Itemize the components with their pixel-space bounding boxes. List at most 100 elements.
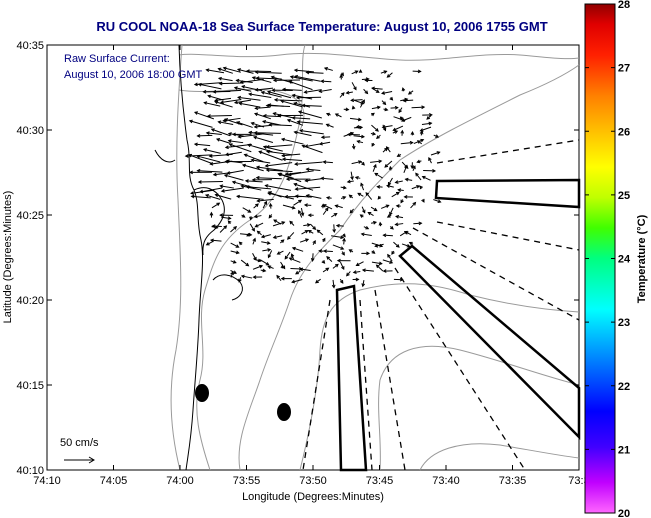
current-vector-head: [256, 230, 261, 235]
current-vector-head: [293, 182, 298, 187]
current-vector-head: [219, 184, 224, 189]
current-vector-head: [360, 182, 364, 187]
current-vector: [351, 82, 357, 90]
current-vector-head: [377, 195, 382, 200]
current-vector-head: [404, 164, 408, 169]
current-vector-head: [244, 179, 249, 183]
current-vector-head: [264, 163, 269, 168]
current-vector: [391, 192, 400, 198]
current-vector: [242, 164, 264, 172]
current-vector: [282, 88, 302, 91]
current-vector-head: [217, 67, 222, 72]
current-vector-head: [437, 199, 442, 204]
current-vector: [306, 168, 321, 171]
current-vector-head: [373, 207, 378, 212]
current-vector-head: [402, 98, 407, 103]
current-vector: [230, 226, 237, 233]
current-vector: [265, 185, 292, 191]
current-vector: [194, 143, 211, 147]
current-vector-head: [208, 154, 213, 158]
current-vector: [321, 177, 334, 180]
current-vector-head: [352, 270, 357, 274]
current-vector: [380, 204, 389, 209]
current-vector-head: [385, 204, 390, 209]
current-vector-head: [326, 256, 330, 260]
current-vector-head: [365, 226, 370, 230]
current-vector: [197, 155, 221, 163]
current-vector-head: [193, 111, 199, 115]
bathymetry-contour: [238, 64, 580, 471]
current-vector-head: [386, 74, 391, 78]
current-vector-head: [321, 260, 326, 264]
current-vector-head: [248, 130, 253, 135]
current-vector-head: [376, 185, 381, 189]
current-vector-head: [255, 165, 260, 170]
current-vector: [215, 194, 232, 200]
current-vector: [321, 80, 332, 83]
current-vector-head: [228, 143, 233, 147]
current-vector: [360, 183, 365, 191]
current-vector-head: [281, 221, 286, 225]
current-vector: [221, 187, 244, 192]
current-vector: [257, 198, 274, 202]
current-vector: [383, 234, 393, 237]
x-tick-label: 74:10: [33, 475, 61, 487]
current-vector-head: [217, 120, 222, 125]
current-vector-head: [184, 154, 189, 158]
current-vector: [211, 202, 220, 209]
current-vector-head: [266, 241, 271, 245]
current-vector-head: [372, 131, 377, 136]
current-vector: [215, 97, 232, 102]
current-vector-head: [270, 75, 275, 80]
current-vector: [266, 105, 291, 108]
current-vector-head: [391, 251, 395, 255]
current-vector-head: [240, 184, 245, 189]
current-vector: [359, 99, 365, 108]
current-vector: [236, 79, 253, 83]
current-vector-head: [346, 132, 351, 137]
colorbar-tick-label: 27: [618, 63, 630, 75]
chart-title: RU COOL NOAA-18 Sea Surface Temperature:…: [96, 19, 547, 34]
coastline-segment: [154, 149, 176, 163]
current-vector-head: [428, 156, 432, 161]
current-vector-head: [364, 78, 369, 83]
current-vector-head: [223, 173, 228, 178]
current-vector-head: [294, 194, 299, 199]
current-vector-head: [335, 223, 340, 228]
current-vector-head: [280, 99, 285, 104]
current-vector-head: [217, 76, 222, 81]
current-vector: [282, 204, 295, 209]
current-vector-head: [268, 122, 273, 127]
current-vector-head: [188, 119, 193, 124]
current-vector-head: [353, 86, 357, 91]
current-vector-head: [371, 250, 376, 254]
current-vector-head: [223, 225, 228, 230]
current-vector-head: [224, 118, 229, 122]
current-vector: [228, 140, 244, 144]
current-vector-head: [293, 130, 298, 135]
current-vector-head: [305, 167, 310, 172]
current-vector: [326, 256, 333, 262]
current-vector: [200, 187, 223, 193]
current-vector: [336, 225, 344, 227]
current-vector: [211, 128, 231, 137]
current-vector-head: [294, 162, 299, 166]
current-vector-head: [346, 179, 351, 184]
current-vector: [206, 240, 214, 246]
current-vector-head: [193, 82, 198, 87]
current-vector-head: [258, 150, 263, 155]
current-vector-head: [196, 168, 201, 173]
current-vector: [254, 132, 281, 134]
current-vector-head: [277, 113, 282, 118]
current-vector-head: [324, 207, 329, 212]
current-vector-head: [293, 101, 298, 106]
current-vector-head: [252, 135, 258, 140]
track-box: [335, 284, 368, 472]
current-vector-head: [265, 168, 270, 173]
current-vector: [220, 99, 242, 104]
current-vector: [244, 154, 264, 163]
current-vector-head: [361, 283, 366, 288]
current-vector-head: [255, 76, 260, 80]
current-vector: [353, 135, 365, 138]
current-vector: [305, 143, 321, 148]
